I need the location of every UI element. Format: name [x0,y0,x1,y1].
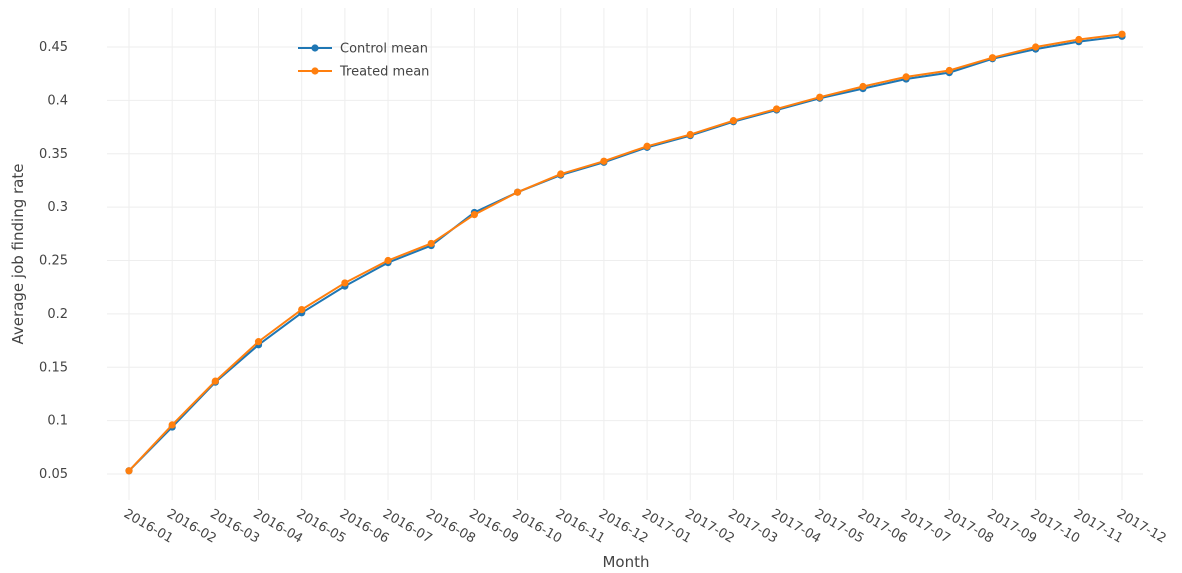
series-line [128,33,1123,472]
data-point [470,210,478,219]
data-point [859,82,867,91]
data-point [298,306,306,314]
data-point [168,421,176,429]
data-point [988,54,997,62]
data-point [600,157,608,165]
legend: Control mean Treated mean [298,42,429,80]
y-tick-label: 0.4 [47,93,68,108]
y-tick-label: 0.1 [47,414,68,429]
data-point [643,142,651,150]
data-point [513,188,522,196]
legend-label: Treated mean [339,65,429,80]
legend-label: Control mean [340,42,428,57]
series-control-mean [125,32,1126,475]
x-tick-label: 2017-12 [1114,506,1169,546]
legend-entry: Treated mean [298,65,429,80]
y-tick-label: 0.25 [39,254,68,269]
x-tick-labels: 2016-012016-022016-032016-042016-052016-… [121,506,1169,546]
data-point [557,170,565,178]
data-point [341,279,349,287]
y-tick-label: 0.2 [47,307,68,322]
data-point [384,256,392,265]
data-point [816,93,824,101]
legend-entry: Control mean [298,42,428,57]
y-axis-title: Average job finding rate [9,164,27,345]
data-point [254,338,263,346]
data-point [211,377,219,385]
y-tick-label: 0.3 [47,200,68,215]
data-point [1075,35,1083,44]
series-treated-mean [125,30,1126,475]
x-axis-title: Month [602,553,649,571]
data-point [686,130,694,139]
legend-marker [311,67,319,75]
y-gridlines [107,46,1143,475]
data-point [945,66,953,75]
y-tick-label: 0.15 [39,360,68,375]
data-point [729,117,738,125]
data-point [1032,43,1040,51]
data-point [1118,30,1126,38]
data-point [902,73,910,81]
data-point [427,239,435,248]
legend-marker [311,44,319,52]
y-tick-label: 0.05 [39,467,68,482]
y-tick-label: 0.35 [39,147,68,162]
x-gridlines [128,8,1123,500]
series-line [128,35,1123,472]
y-tick-labels: 0.05 0.1 0.15 0.2 0.25 0.3 0.35 0.4 0.45 [39,40,68,482]
y-tick-label: 0.45 [39,40,68,55]
data-point [773,105,781,113]
series-layer [125,30,1126,475]
data-point [125,467,133,475]
